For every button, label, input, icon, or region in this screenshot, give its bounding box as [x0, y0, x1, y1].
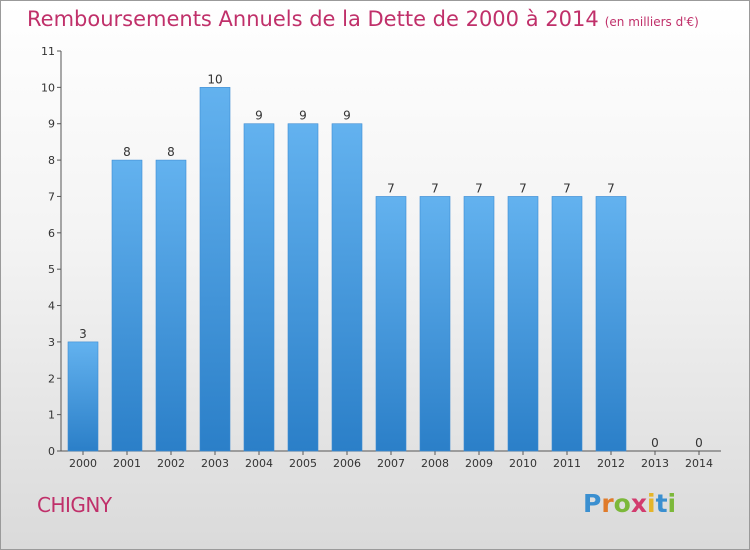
data-label: 9: [299, 109, 307, 123]
y-tick-label: 2: [48, 372, 55, 385]
y-tick-label: 0: [48, 445, 55, 458]
y-tick-label: 5: [48, 263, 55, 276]
x-tick-label: 2013: [641, 457, 669, 470]
data-label: 0: [651, 436, 659, 450]
bar: [67, 341, 99, 452]
logo-letter: x: [630, 489, 647, 518]
data-label: 10: [207, 72, 222, 86]
axis-layer: 0 1 2 3 4 5 6 7 8 9 10 11 2000 2001 2002 2003 2004 2005 20…: [41, 45, 721, 470]
bar: [507, 196, 539, 452]
x-tick-label: 2000: [69, 457, 97, 470]
bar: [287, 123, 319, 452]
bar: [243, 123, 275, 452]
bar: [111, 159, 143, 452]
data-label: 8: [167, 145, 175, 159]
y-tick-label: 6: [48, 227, 55, 240]
data-label: 9: [255, 109, 263, 123]
labels-layer: 3 8 8 10 9 9 9 7 7 7 7 7 7 0 0: [79, 72, 703, 450]
y-tick-label: 7: [48, 190, 55, 203]
y-tick-label: 8: [48, 154, 55, 167]
data-label: 9: [343, 109, 351, 123]
bar: [463, 196, 495, 452]
x-tick-label: 2011: [553, 457, 581, 470]
data-label: 7: [563, 181, 571, 195]
bar: [375, 196, 407, 452]
data-label: 7: [607, 181, 615, 195]
x-tick-label: 2012: [597, 457, 625, 470]
logo-letter: i: [647, 489, 656, 518]
proxiti-logo: Proxiti: [583, 489, 676, 523]
bars-layer: [67, 87, 627, 452]
x-tick-label: 2010: [509, 457, 537, 470]
commune-name: CHIGNY: [37, 493, 112, 517]
bar: [155, 159, 187, 452]
x-tick-label: 2008: [421, 457, 449, 470]
x-tick-label: 2005: [289, 457, 317, 470]
logo-letter: r: [601, 489, 614, 518]
bar: [551, 196, 583, 452]
x-tick-label: 2002: [157, 457, 185, 470]
x-tick-label: 2009: [465, 457, 493, 470]
data-label: 3: [79, 327, 87, 341]
x-tick-label: 2001: [113, 457, 141, 470]
bar: [595, 196, 627, 452]
y-tick-label: 11: [41, 45, 55, 58]
logo-letter: P: [583, 489, 602, 518]
data-label: 7: [475, 181, 483, 195]
logo-letter: o: [613, 489, 631, 518]
data-label: 8: [123, 145, 131, 159]
logo-letter: t: [655, 489, 668, 518]
y-tick-label: 10: [41, 81, 55, 94]
title-text: Remboursements Annuels de la Dette de 20…: [27, 7, 599, 31]
logo-letter: i: [667, 489, 677, 518]
bar: [419, 196, 451, 452]
data-label: 7: [431, 181, 439, 195]
data-label: 7: [519, 181, 527, 195]
chart-subtitle: (en milliers d'€): [604, 15, 699, 29]
x-tick-label: 2003: [201, 457, 229, 470]
y-tick-label: 4: [48, 300, 55, 313]
x-tick-label: 2006: [333, 457, 361, 470]
y-tick-label: 3: [48, 336, 55, 349]
x-tick-label: 2007: [377, 457, 405, 470]
bar: [331, 123, 363, 452]
data-label: 7: [387, 181, 395, 195]
chart-title: Remboursements Annuels de la Dette de 20…: [27, 7, 699, 31]
y-tick-label: 1: [48, 409, 55, 422]
x-tick-label: 2004: [245, 457, 273, 470]
bar: [199, 87, 231, 452]
data-label: 0: [695, 436, 703, 450]
y-tick-label: 9: [48, 118, 55, 131]
x-tick-label: 2014: [685, 457, 713, 470]
